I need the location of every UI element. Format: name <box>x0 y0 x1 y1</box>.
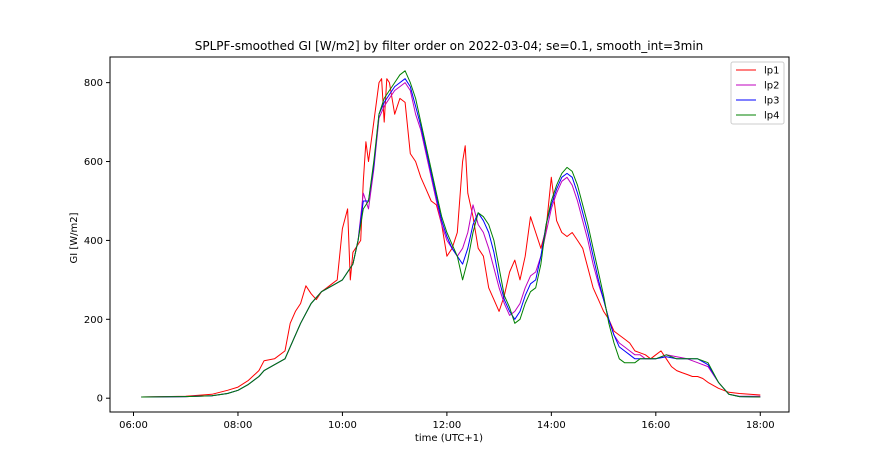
series-line-lp1 <box>141 78 761 398</box>
y-tick-label: 400 <box>84 236 103 247</box>
legend-label-lp1: lp1 <box>764 66 780 77</box>
x-tick-label: 16:00 <box>641 420 670 431</box>
legend: lp1 lp2 lp3 lp4 <box>730 61 785 125</box>
x-tick-label: 10:00 <box>328 420 357 431</box>
x-tick-label: 06:00 <box>119 420 148 431</box>
y-tick-label: 800 <box>84 78 103 89</box>
legend-label-lp2: lp2 <box>764 81 780 92</box>
y-tick-label: 0 <box>97 394 103 405</box>
legend-label-lp4: lp4 <box>764 111 780 122</box>
legend-box <box>730 61 785 125</box>
y-axis-label: GI [W/m2] <box>69 212 80 263</box>
x-tick-label: 12:00 <box>432 420 461 431</box>
legend-label-lp3: lp3 <box>764 96 780 107</box>
x-tick-label: 14:00 <box>537 420 566 431</box>
y-tick-label: 200 <box>84 315 103 326</box>
series-layer <box>141 70 761 398</box>
axes-layer: 06:00 08:00 10:00 12:00 14:00 16:00 18:00 0 200 4… <box>84 56 790 431</box>
x-axis-label: time (UTC+1) <box>415 433 483 444</box>
y-tick-label: 600 <box>84 157 103 168</box>
x-tick-label: 18:00 <box>746 420 775 431</box>
x-tick-label: 08:00 <box>224 420 253 431</box>
plot-frame <box>109 56 790 413</box>
chart-title: SPLPF-smoothed GI [W/m2] by filter order… <box>195 39 704 53</box>
series-line-lp4 <box>141 70 761 398</box>
